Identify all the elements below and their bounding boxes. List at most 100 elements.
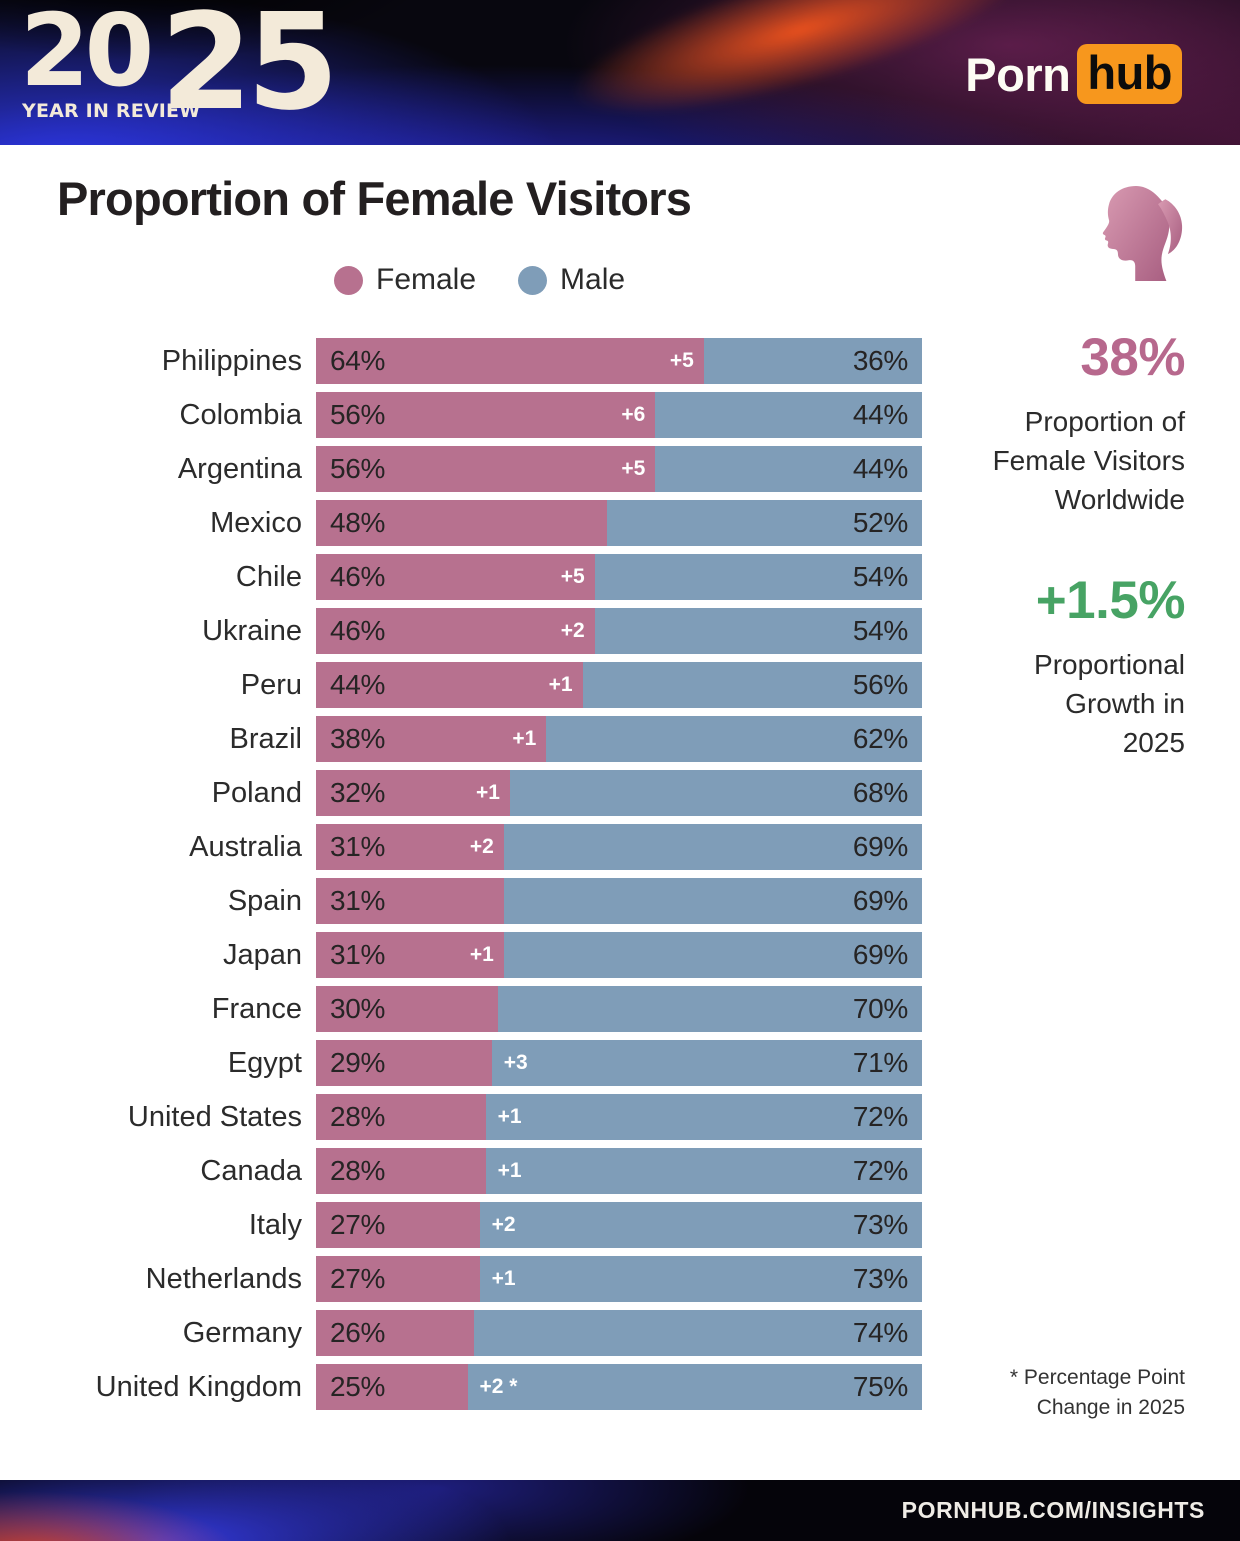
bar-track: 27% +2 73%: [316, 1202, 922, 1248]
bar-track: 48% 52%: [316, 500, 922, 546]
legend-female-label: Female: [376, 263, 477, 296]
male-bar: 69%: [503, 878, 922, 924]
female-value: 27%: [330, 1263, 386, 1294]
male-value: 62%: [852, 723, 908, 754]
male-value: 36%: [852, 345, 908, 376]
country-label: Germany: [182, 1316, 302, 1349]
change-label: +2: [491, 1213, 516, 1236]
legend-item-female: Female: [334, 263, 476, 297]
male-legend-dot-icon: [518, 265, 548, 295]
female-bar: 27%: [316, 1202, 480, 1248]
country-label: Mexico: [210, 506, 302, 539]
male-bar: 69%: [503, 824, 922, 870]
female-value: 31%: [330, 831, 386, 862]
change-label: +1: [491, 1267, 516, 1290]
change-label: +5: [560, 565, 585, 588]
growth-stat-label: Proportional Growth in 2025: [1034, 648, 1185, 758]
female-value: 31%: [330, 939, 386, 970]
country-label: Spain: [227, 884, 302, 917]
female-bar: 31% +2: [316, 824, 504, 870]
female-bar: 56% +5: [316, 446, 656, 492]
bar-track: 38% +1 62%: [316, 716, 922, 762]
female-profile-icon: [1102, 185, 1183, 282]
female-value: 46%: [330, 561, 386, 592]
female-bar: 46% +5: [316, 554, 595, 600]
female-value: 31%: [330, 885, 386, 916]
bar-track: 28% +1 72%: [316, 1094, 922, 1140]
female-profile-icon-wrap: [940, 183, 1185, 285]
chart-row: Ukraine 46% +2 54%: [0, 608, 936, 654]
female-bar: 28%: [316, 1094, 486, 1140]
female-value: 38%: [330, 723, 386, 754]
bar-track: 44% +1 56%: [316, 662, 922, 708]
change-label: +1: [497, 1159, 522, 1182]
female-bar: 48%: [316, 500, 607, 546]
stacked-bar-chart: Philippines 64% +5 36% Colombia 56% +6 4…: [0, 338, 936, 1418]
footer-url: PORNHUB.COM/INSIGHTS: [901, 1497, 1205, 1523]
country-label: Poland: [211, 776, 302, 809]
pornhub-logo: Porn hub: [965, 44, 1182, 104]
female-bar: 44% +1: [316, 662, 583, 708]
female-bar: 30%: [316, 986, 498, 1032]
change-label: +6: [621, 403, 646, 426]
change-label: +2: [469, 835, 494, 858]
chart-row: Philippines 64% +5 36%: [0, 338, 936, 384]
country-label: United Kingdom: [95, 1370, 302, 1403]
header-banner: 20 25 YEAR IN REVIEW Porn hub: [0, 0, 1240, 145]
female-bar: 56% +6: [316, 392, 656, 438]
male-value: 52%: [852, 507, 908, 538]
female-bar: 46% +2: [316, 608, 595, 654]
female-legend-dot-icon: [334, 265, 363, 295]
footer-gradient-background: [0, 1480, 1240, 1541]
male-value: 54%: [852, 615, 908, 646]
male-bar: 54%: [594, 608, 922, 654]
female-value: 56%: [330, 399, 386, 430]
country-label: Chile: [235, 560, 302, 593]
country-label: Argentina: [177, 452, 302, 485]
chart-row: Argentina 56% +5 44%: [0, 446, 936, 492]
change-label: +5: [621, 457, 646, 480]
chart-row: France 30% 70%: [0, 986, 936, 1032]
female-value: 30%: [330, 993, 386, 1024]
growth-stat-value: +1.5%: [1035, 570, 1186, 630]
bar-track: 26% 74%: [316, 1310, 922, 1356]
bar-track: 64% +5 36%: [316, 338, 922, 384]
change-label: +3: [503, 1051, 528, 1074]
content-area: Proportion of Female Visitors Female Mal…: [0, 145, 1240, 1480]
female-bar: 26%: [316, 1310, 474, 1356]
country-label: Italy: [248, 1208, 302, 1241]
male-bar: +3 71%: [491, 1040, 922, 1086]
male-bar: 52%: [606, 500, 922, 546]
chart-row: Australia 31% +2 69%: [0, 824, 936, 870]
male-bar: +1 73%: [479, 1256, 922, 1302]
country-label: Colombia: [179, 398, 303, 431]
chart-row: Chile 46% +5 54%: [0, 554, 936, 600]
country-label: Egypt: [227, 1046, 302, 1079]
male-value: 70%: [852, 993, 908, 1024]
male-value: 69%: [852, 885, 908, 916]
country-label: Peru: [240, 668, 302, 701]
change-label: +1: [475, 781, 500, 804]
footer-banner: PORNHUB.COM/INSIGHTS: [0, 1480, 1240, 1541]
female-value: 27%: [330, 1209, 386, 1240]
male-value: 73%: [852, 1263, 908, 1294]
bar-track: 31% +2 69%: [316, 824, 922, 870]
bar-track: 30% 70%: [316, 986, 922, 1032]
male-value: 56%: [852, 669, 908, 700]
male-value: 54%: [852, 561, 908, 592]
male-value: 44%: [852, 453, 908, 484]
male-bar: 70%: [497, 986, 922, 1032]
male-bar: 44%: [655, 392, 922, 438]
female-value: 44%: [330, 669, 386, 700]
worldwide-female-stat-label: Proportion of Female Visitors Worldwide: [992, 406, 1185, 516]
chart-row: Egypt 29% +3 71%: [0, 1040, 936, 1086]
female-bar: 31%: [316, 878, 504, 924]
male-bar: +2 * 75%: [467, 1364, 922, 1410]
female-value: 28%: [330, 1101, 386, 1132]
male-bar: 56%: [582, 662, 922, 708]
page-title: Proportion of Female Visitors: [57, 172, 692, 225]
chart-row: Mexico 48% 52%: [0, 500, 936, 546]
country-label: United States: [127, 1100, 302, 1133]
male-value: 69%: [852, 831, 908, 862]
